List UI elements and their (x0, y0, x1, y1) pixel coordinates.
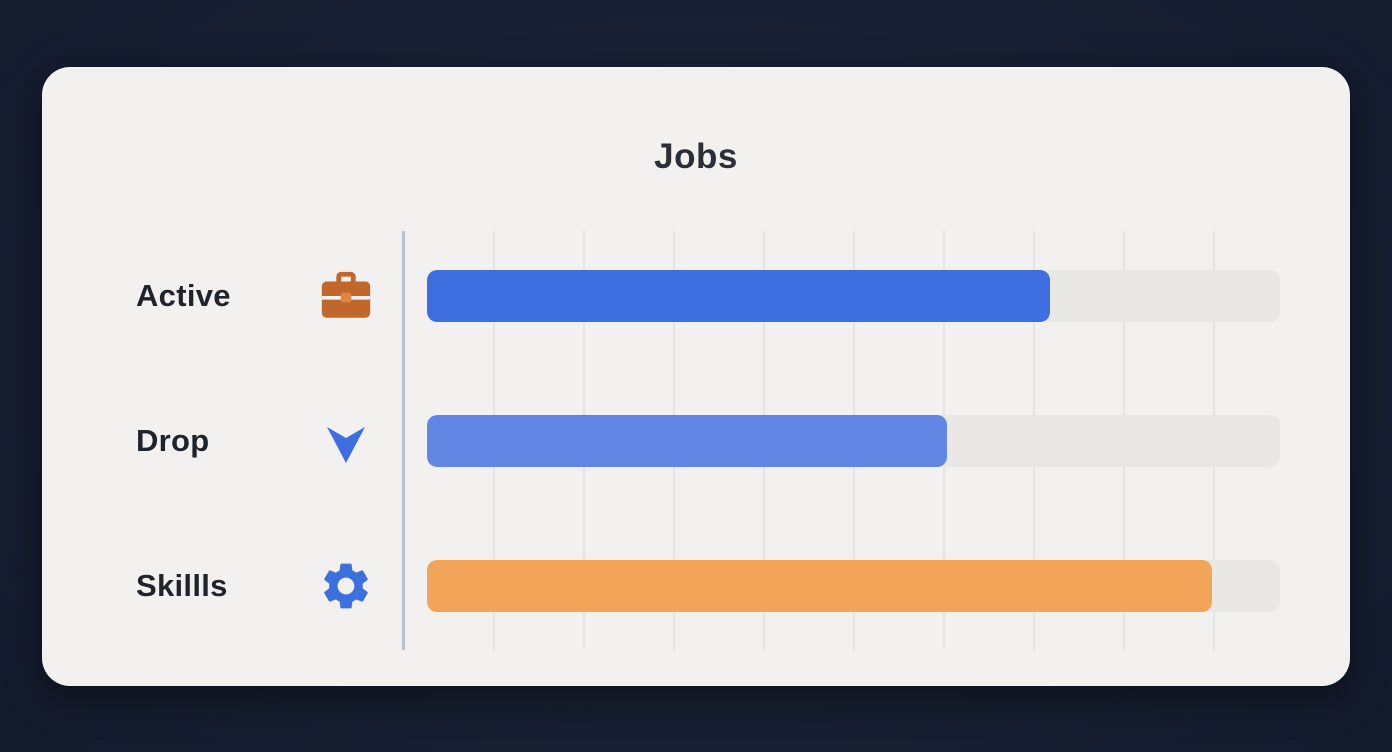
bar-drop (427, 414, 948, 467)
category-label-drop: Drop (136, 422, 210, 458)
bar-cell (396, 269, 1280, 322)
chart-row: Drop (112, 368, 1280, 513)
gear-icon (296, 558, 396, 614)
chart-rows: Active Drop Skillls (112, 223, 1280, 658)
bar-skillls (427, 559, 1212, 612)
category-label-active: Active (136, 277, 231, 313)
category-label-skillls: Skillls (136, 567, 228, 603)
bar-chart: Active Drop Skillls (112, 223, 1280, 658)
chart-title: Jobs (654, 137, 738, 176)
bar-cell (396, 414, 1280, 467)
bar-active (427, 269, 1050, 322)
bar-cell (396, 559, 1280, 612)
bar-track (427, 559, 1280, 612)
chart-row: Skillls (112, 513, 1280, 658)
bar-track (427, 269, 1280, 322)
chart-card: Jobs Active Drop Skillls (42, 67, 1350, 686)
briefcase-icon (296, 267, 396, 325)
chart-row: Active (112, 223, 1280, 368)
down-arrow-icon (296, 415, 396, 467)
bar-track (427, 414, 1280, 467)
